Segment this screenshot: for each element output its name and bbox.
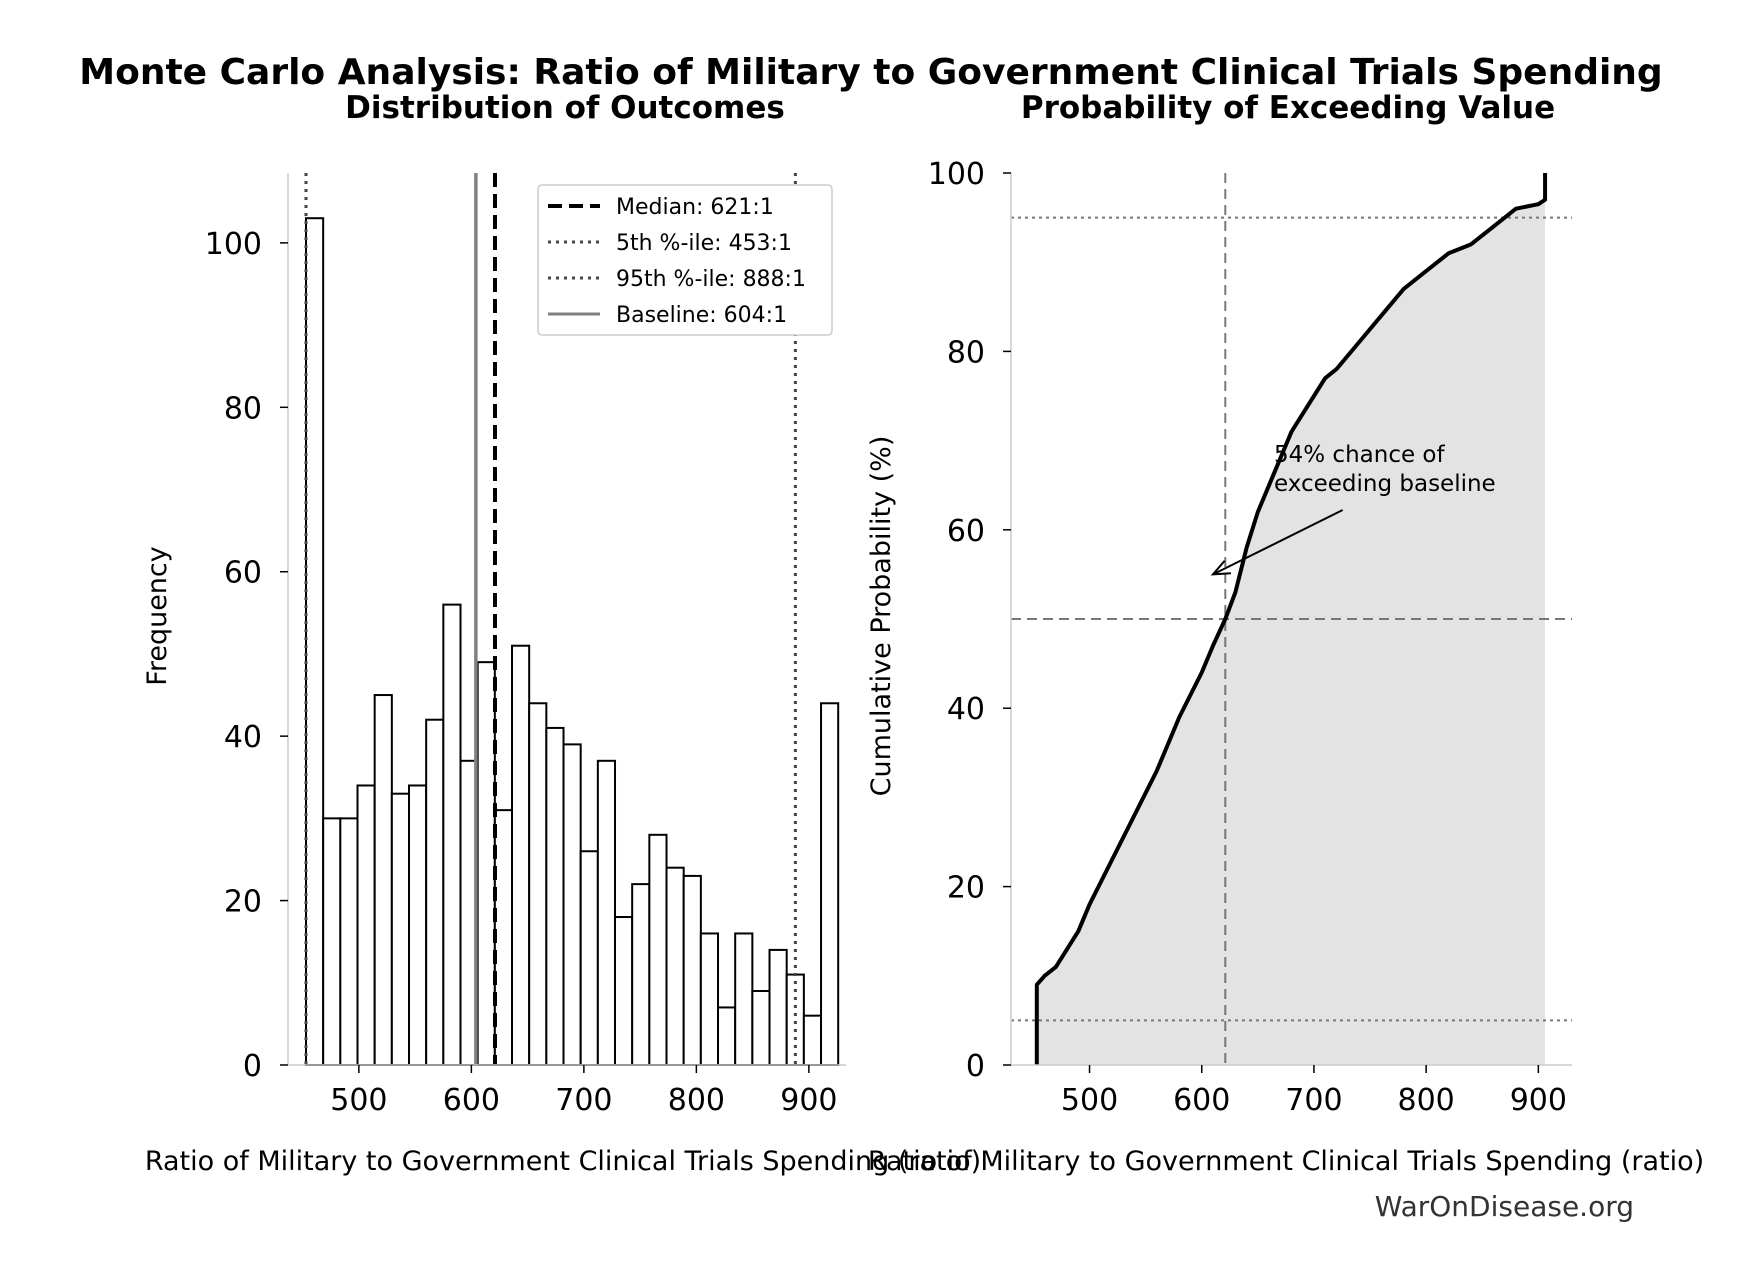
histogram-bar: [390, 792, 411, 1066]
y-tick-label: 20: [947, 871, 985, 906]
y-tick-label: 100: [205, 227, 262, 262]
y-tick-label: 80: [947, 335, 985, 370]
y-tick-label: 40: [224, 720, 262, 755]
histogram-bar: [493, 809, 514, 1067]
histogram-bar: [305, 217, 325, 1066]
histogram-bar: [476, 661, 496, 1067]
x-tick-label: 800: [1398, 1083, 1455, 1118]
legend-label: 5th %-ile: 453:1: [616, 231, 792, 256]
histogram-bar: [614, 916, 634, 1066]
y-tick-label: 60: [224, 556, 262, 591]
histogram-bars: [305, 217, 840, 1067]
cdf-chart: Probability of Exceeding Value 500 600 700…: [866, 90, 1704, 1177]
y-tick-label: 0: [243, 1049, 262, 1084]
histogram-reference-lines: [304, 173, 797, 1065]
x-tick-label: 800: [668, 1083, 725, 1118]
histogram-bar: [768, 948, 788, 1066]
x-tick-label: 900: [780, 1083, 837, 1118]
histogram-bar: [339, 817, 359, 1067]
cdf-title: Probability of Exceeding Value: [1021, 90, 1555, 126]
legend-label: Median: 621:1: [616, 195, 774, 220]
y-tick-label: 0: [966, 1049, 985, 1084]
histogram-title: Distribution of Outcomes: [345, 90, 785, 126]
histogram-bar: [699, 932, 720, 1066]
histogram-bar: [631, 883, 651, 1067]
annotation-line-2: exceeding baseline: [1274, 471, 1496, 497]
x-tick-label: 600: [1173, 1083, 1230, 1118]
histogram-bar: [682, 874, 702, 1066]
cdf-axes: 500 600 700 800 900 0 20 40 60 80 100: [928, 157, 1572, 1118]
histogram-bar: [717, 1006, 737, 1066]
histogram-bar: [751, 990, 771, 1066]
x-tick-label: 700: [1285, 1083, 1342, 1118]
histogram-bar: [511, 644, 531, 1066]
credit-text: WarOnDisease.org: [1375, 1190, 1634, 1223]
histogram-bar: [373, 694, 393, 1066]
x-tick-label: 700: [555, 1083, 612, 1118]
histogram-bar: [528, 702, 548, 1066]
histogram-bar: [442, 603, 462, 1066]
histogram-bar: [596, 759, 617, 1066]
histogram-bar: [665, 866, 685, 1066]
annotation-arrow-head: [1210, 560, 1231, 576]
histogram-bar: [562, 743, 582, 1067]
histogram-chart: Distribution of Outcomes 500 600 700 800 900…: [142, 90, 981, 1177]
figure-title: Monte Carlo Analysis: Ratio of Military …: [79, 52, 1662, 93]
histogram-bar: [322, 817, 342, 1067]
cdf-xlabel: Ratio of Military to Government Clinical…: [868, 1146, 1704, 1177]
y-tick-label: 20: [224, 885, 262, 920]
cdf-ylabel: Cumulative Probability (%): [866, 436, 897, 797]
y-tick-label: 60: [947, 514, 985, 549]
y-tick-label: 100: [928, 157, 985, 192]
cdf-plot-area: [1011, 173, 1572, 1065]
y-tick-label: 40: [947, 692, 985, 727]
histogram-bar: [408, 784, 428, 1066]
annotation-line-1: 54% chance of: [1274, 442, 1446, 468]
x-tick-label: 500: [1061, 1083, 1118, 1118]
cdf-line: [1034, 173, 1548, 1065]
histogram-bar: [648, 833, 668, 1066]
annotation-arrow-shaft: [1212, 509, 1344, 576]
x-tick-label: 900: [1510, 1083, 1567, 1118]
histogram-axes: 500 600 700 800 900 0 20 40 60 80 100: [205, 173, 846, 1118]
x-tick-label: 600: [443, 1083, 500, 1118]
legend-frame: [537, 184, 833, 336]
histogram-bar: [579, 850, 599, 1066]
histogram-bar: [425, 718, 445, 1066]
histogram-bar: [545, 726, 565, 1066]
histogram-bar: [820, 702, 840, 1066]
histogram-bar: [356, 784, 376, 1066]
legend-label: Baseline: 604:1: [616, 303, 787, 328]
histogram-bar: [785, 973, 805, 1067]
y-tick-label: 80: [224, 391, 262, 426]
histogram-bar: [802, 1014, 823, 1066]
x-tick-label: 500: [330, 1083, 387, 1118]
legend-label: 95th %-ile: 888:1: [616, 267, 806, 292]
cdf-annotation: 54% chance of exceeding baseline: [1210, 442, 1496, 576]
histogram-xlabel: Ratio of Military to Government Clinical…: [145, 1146, 981, 1177]
histogram-ylabel: Frequency: [142, 546, 173, 686]
histogram-bar: [734, 932, 754, 1066]
histogram-legend: Median: 621:1 5th %-ile: 453:1 95th %-ile:…: [537, 184, 833, 336]
